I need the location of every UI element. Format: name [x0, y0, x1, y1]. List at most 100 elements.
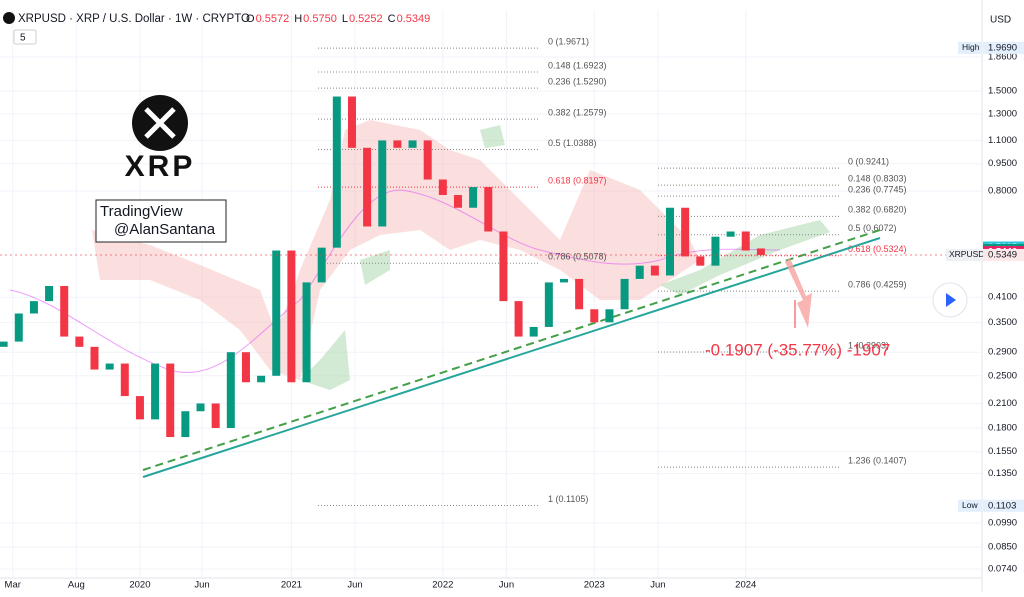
candle-body: [302, 282, 311, 383]
ohlc-value: 0.5349: [397, 13, 431, 25]
fib-label: 0.618 (0.5324): [848, 244, 907, 254]
fib-label: 0.786 (0.5078): [548, 252, 607, 262]
candle-body: [226, 352, 235, 428]
x-tick-label: Aug: [68, 580, 85, 591]
candle-body: [590, 309, 599, 323]
x-tick-label: Jun: [499, 580, 514, 591]
cloud-green: [300, 125, 830, 390]
candle-body: [151, 363, 160, 420]
candle-body: [257, 375, 266, 383]
fib-label: 1 (0.1105): [548, 494, 588, 504]
y-tick-label: 0.0740: [988, 564, 1017, 575]
candle-body: [635, 265, 644, 279]
candle-body: [741, 231, 750, 251]
x-tick-label: 2020: [129, 580, 150, 591]
y-tick-label: 0.1800: [988, 422, 1017, 433]
indicator-count: 5: [20, 33, 26, 44]
fib-label: 0.786 (0.4259): [848, 280, 907, 290]
high-name: High: [962, 42, 980, 52]
watermark: TradingView: [100, 203, 183, 220]
logo-text: XRP: [125, 150, 196, 183]
x-tick-label: Jun: [650, 580, 665, 591]
fib-label: 1 (0.2903): [848, 340, 889, 350]
y-tick-label: 0.2100: [988, 398, 1017, 409]
candle-body: [29, 301, 38, 314]
high-name-bg: [958, 41, 982, 54]
fib-label: 0.382 (0.6820): [848, 205, 907, 215]
candle-body: [575, 278, 584, 310]
candle-body: [347, 96, 356, 148]
y-tick-label: 0.1350: [988, 468, 1017, 479]
projection-label: -0.1907 (-35.77%) -1907: [705, 340, 890, 359]
fib-label: 0 (1.9671): [548, 36, 589, 46]
high-bg: [983, 41, 1024, 54]
candle-body: [756, 248, 765, 255]
ohlc-key: C: [388, 13, 396, 25]
x-tick-label: Mar: [5, 580, 21, 591]
candle-body: [196, 403, 205, 412]
candle-body: [711, 236, 720, 266]
ohlc-key: O: [246, 13, 255, 25]
candle-body: [666, 207, 675, 276]
low-label: 0.1103: [988, 500, 1016, 511]
x-tick-label: 2023: [584, 580, 605, 591]
y-tick-label: 0.0850: [988, 542, 1017, 553]
low-bg: [983, 499, 1024, 512]
candles: [0, 96, 765, 438]
x-tick-label: Jun: [347, 580, 362, 591]
y-tick-label: 0.0990: [988, 517, 1017, 528]
fib-label: 0 (0.9241): [848, 156, 889, 166]
scroll-icon: [946, 293, 956, 307]
candle-body: [499, 231, 508, 302]
y-tick-label: 1.5000: [988, 86, 1017, 97]
candle-body: [423, 140, 432, 180]
fib-label: 0.148 (1.6923): [548, 60, 607, 70]
candle-body: [605, 309, 614, 323]
fib-label: 0.5 (0.6072): [848, 223, 897, 233]
candle-body: [287, 250, 296, 383]
fib-label: 1.236 (0.1407): [848, 455, 907, 465]
candle-body: [408, 140, 417, 148]
high-label: 1.9690: [988, 42, 1017, 53]
x-tick-label: 2021: [281, 580, 302, 591]
candle-body: [529, 326, 538, 337]
candle-body: [181, 411, 190, 438]
candle-body: [75, 336, 84, 347]
candle-body: [241, 352, 250, 383]
fib-label: 0.236 (0.7745): [848, 185, 907, 195]
last-price-name-bg: [946, 248, 982, 261]
currency: USD: [990, 15, 1011, 26]
watermark-box: [95, 199, 227, 243]
candle-body: [60, 285, 69, 337]
y-tick-label: 1.1000: [988, 135, 1017, 146]
fib-label: 0.148 (0.8303): [848, 173, 907, 183]
candle-body: [332, 96, 341, 248]
candle-body: [166, 363, 175, 438]
low-name-bg: [958, 499, 982, 512]
symbol: XRPUSD · XRP / U.S. Dollar · 1W · CRYPTO: [18, 13, 250, 25]
watermark: @AlanSantana: [114, 221, 216, 238]
trendline: [142, 237, 881, 478]
candle-body: [363, 147, 372, 227]
last-price-label: 0.5349: [988, 249, 1017, 260]
candle-body: [438, 179, 447, 196]
candle-body: [681, 207, 690, 257]
fib-label: 0.382 (1.2579): [548, 107, 607, 117]
candle-body: [14, 313, 23, 342]
indicator-toggle[interactable]: [13, 29, 37, 45]
y-tick-label: 0.1550: [988, 446, 1017, 457]
last-price-bg: [983, 248, 1024, 261]
y-tick-label: 1.8600: [988, 51, 1017, 62]
ohlc-value: 0.5572: [256, 13, 290, 25]
x-tick-label: 2024: [735, 580, 756, 591]
candle-body: [120, 363, 129, 397]
candle-body: [696, 256, 705, 266]
y-tick-label: 0.8000: [988, 186, 1017, 197]
y-tick-label: 0.4100: [988, 292, 1017, 303]
axis: 1.8600 1.5000 1.3000 1.1000 0.9500 0.8000 0.41…: [5, 41, 1024, 591]
ohlc: O 0.5572 H 0.5750 L 0.5252 C 0.5349: [246, 13, 430, 25]
x-tick-label: Jun: [194, 580, 209, 591]
candle-body: [620, 278, 629, 310]
last-price-name: XRPUSD: [949, 249, 984, 259]
